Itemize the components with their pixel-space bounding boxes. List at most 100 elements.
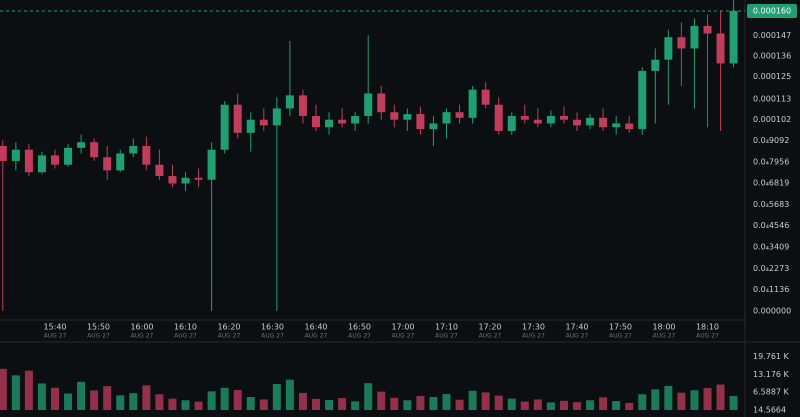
volume-bar [116, 395, 125, 410]
x-tick-date: AUG 27 [305, 333, 328, 340]
y-tick-label: 0.000102 [753, 115, 791, 124]
volume-bar [155, 394, 164, 410]
candle-body [24, 149, 33, 173]
x-tick-date: AUG 27 [435, 333, 458, 340]
candle-body [168, 175, 177, 184]
candle-body [390, 112, 399, 120]
candle-body [729, 10, 738, 64]
volume-bar [351, 401, 360, 410]
x-tick-label: 16:20 [217, 323, 240, 332]
candle-body [429, 123, 438, 130]
volume-bar [416, 395, 425, 410]
x-tick-label: 15:40 [43, 323, 66, 332]
x-tick-date: AUG 27 [392, 333, 415, 340]
y-tick-label: 0.0₄4546 [753, 221, 789, 230]
volume-bar [168, 398, 177, 410]
volume-bar [285, 379, 294, 410]
x-tick-label: 16:50 [348, 323, 371, 332]
x-tick-label: 16:10 [174, 323, 197, 332]
candle-body [259, 119, 268, 126]
x-tick-date: AUG 27 [653, 333, 676, 340]
volume-bar [520, 401, 529, 410]
candle-body [181, 177, 190, 184]
candle-body [142, 145, 151, 165]
y-tick-label: 0.0₄1136 [753, 285, 789, 294]
x-tick-date: AUG 27 [87, 333, 110, 340]
candle-body [220, 104, 229, 150]
candle-body [338, 119, 347, 124]
volume-bar [338, 398, 347, 410]
x-tick-date: AUG 27 [261, 333, 284, 340]
volume-bar [468, 390, 477, 410]
candle-body [0, 145, 7, 161]
x-tick-label: 17:40 [565, 323, 588, 332]
candle-body [64, 147, 73, 165]
x-tick-label: 17:00 [391, 323, 414, 332]
y-tick-label: 0.0₄9092 [753, 136, 789, 145]
candle-body [403, 114, 412, 120]
y-tick-label: 0.000147 [753, 31, 791, 40]
candle-body [51, 155, 59, 165]
x-tick-date: AUG 27 [218, 333, 241, 340]
candle-body [416, 114, 425, 130]
candle-body [703, 25, 712, 34]
last-price-label: 0.000160 [753, 6, 791, 15]
volume-bar [364, 383, 373, 410]
volume-bar [325, 399, 334, 410]
x-tick-date: AUG 27 [174, 333, 197, 340]
x-tick-label: 16:00 [130, 323, 153, 332]
candle-body [599, 117, 608, 128]
x-tick-label: 17:50 [609, 323, 632, 332]
candle-body [638, 70, 647, 130]
candle-body [37, 155, 46, 173]
volume-bar [246, 397, 255, 410]
candle-body [559, 115, 568, 120]
x-tick-date: AUG 27 [44, 333, 67, 340]
candle-body [586, 117, 595, 126]
volume-bar [690, 390, 699, 410]
volume-bar [455, 399, 464, 410]
candle-body [194, 177, 203, 180]
volume-bar [599, 397, 608, 410]
volume-bar [220, 387, 229, 410]
candle-body [455, 112, 464, 118]
volume-bar [24, 370, 33, 410]
candle-body [481, 89, 490, 105]
candle-body [533, 119, 542, 124]
x-tick-label: 17:20 [478, 323, 501, 332]
candle-body [651, 59, 660, 71]
volume-bar [677, 392, 686, 410]
candle-body [625, 123, 634, 130]
candle-body [129, 145, 138, 154]
volume-bar [103, 386, 112, 410]
volume-bar [546, 402, 555, 410]
x-tick-date: AUG 27 [479, 333, 502, 340]
x-tick-label: 18:10 [696, 323, 719, 332]
volume-tick-label: 19.761 K [753, 352, 790, 361]
volume-bar [142, 385, 151, 410]
x-tick-label: 16:30 [261, 323, 284, 332]
volume-bar [403, 400, 412, 410]
candle-body [90, 142, 99, 158]
x-tick-date: AUG 27 [522, 333, 545, 340]
candle-body [690, 25, 699, 49]
volume-bar [194, 401, 203, 410]
volume-bar [703, 388, 712, 410]
x-tick-label: 17:10 [435, 323, 458, 332]
candle-body [546, 115, 555, 124]
x-tick-date: AUG 27 [348, 333, 371, 340]
candle-body [285, 95, 294, 109]
volume-tick-label: 13.176 K [753, 370, 790, 379]
x-tick-date: AUG 27 [131, 333, 154, 340]
y-tick-label: 0.0₄7956 [753, 157, 789, 166]
candle-body [677, 37, 686, 49]
x-tick-label: 15:50 [87, 323, 110, 332]
candle-body [716, 33, 725, 64]
volume-bar [390, 397, 399, 410]
candle-body [272, 108, 281, 126]
y-tick-label: 0.000000 [753, 306, 791, 315]
candle-body [207, 149, 216, 180]
last-price-tag [747, 3, 797, 18]
volume-bar [51, 387, 59, 410]
